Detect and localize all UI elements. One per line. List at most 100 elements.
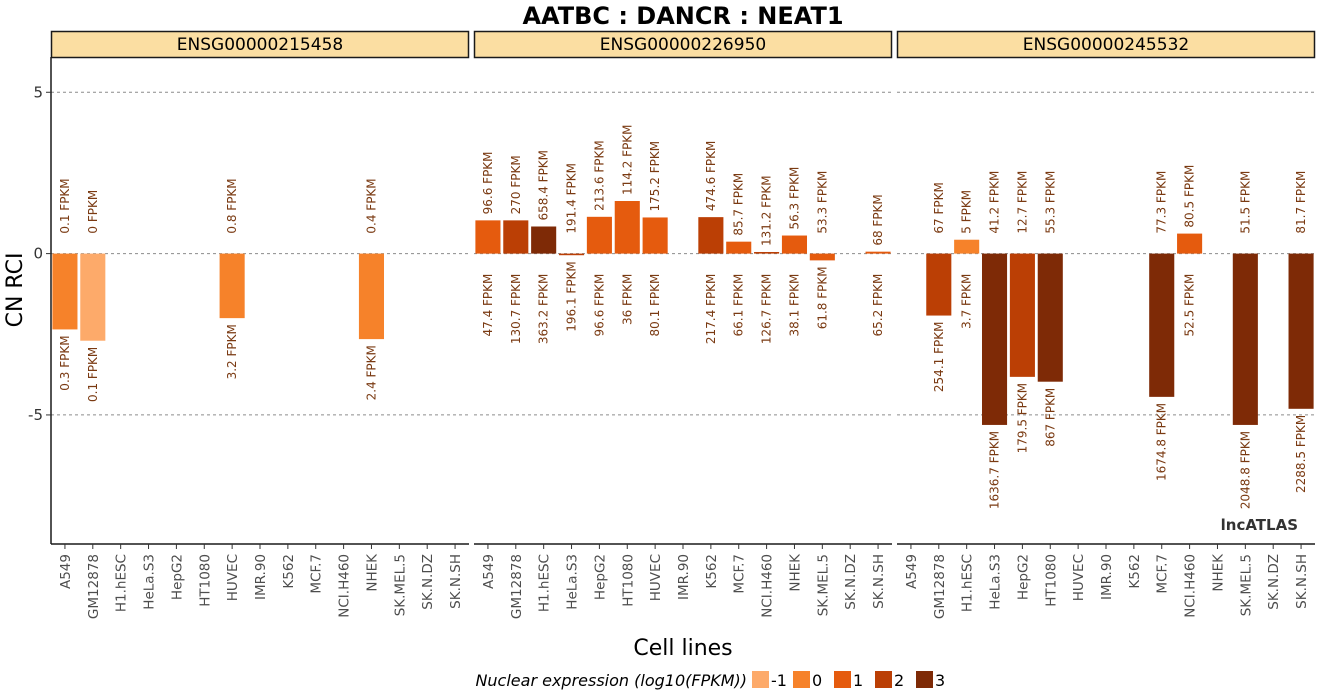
bar bbox=[954, 239, 980, 254]
facet-panel: ENSG00000245532 67 FPKM 254.1 FPKM 5 FPKM 3.… bbox=[896, 30, 1316, 619]
nuclear-fpkm-label: 2.4 FPKM bbox=[364, 345, 378, 400]
legend-key bbox=[834, 671, 851, 688]
x-tick-label: A549 bbox=[481, 554, 497, 589]
y-axis-title: CN RCI bbox=[3, 253, 28, 328]
cytoplasmic-fpkm-label: 0.8 FPKM bbox=[225, 178, 239, 233]
x-tick-label: HepG2 bbox=[169, 554, 185, 600]
cytoplasmic-fpkm-label: 270 FPKM bbox=[509, 155, 523, 214]
nuclear-fpkm-label: 363.2 FPKM bbox=[537, 274, 551, 345]
legend-key-label: 1 bbox=[853, 671, 863, 690]
bar bbox=[926, 253, 952, 316]
bar bbox=[642, 217, 668, 254]
legend-key bbox=[793, 671, 810, 688]
x-tick-label: NHEK bbox=[787, 553, 803, 592]
legend-key-label: 0 bbox=[812, 671, 822, 690]
cytoplasmic-fpkm-label: 80.5 FPKM bbox=[1183, 165, 1197, 228]
x-tick-label: K562 bbox=[1127, 554, 1143, 589]
x-tick-label: GM12878 bbox=[86, 554, 102, 619]
nuclear-fpkm-label: 254.1 FPKM bbox=[932, 322, 946, 393]
facet-strip-label: ENSG00000245532 bbox=[1023, 35, 1189, 55]
legend-key bbox=[916, 671, 933, 688]
chart-title: AATBC : DANCR : NEAT1 bbox=[522, 2, 843, 30]
x-tick-label: NCI.H460 bbox=[337, 554, 353, 618]
x-tick-label: HUVEC bbox=[648, 554, 664, 601]
bar bbox=[1037, 253, 1063, 382]
bar bbox=[586, 216, 612, 254]
cytoplasmic-fpkm-label: 191.4 FPKM bbox=[565, 163, 579, 234]
legend-key bbox=[752, 671, 769, 688]
x-tick-label: HeLa.S3 bbox=[142, 554, 158, 610]
cytoplasmic-fpkm-label: 68 FPKM bbox=[871, 194, 885, 245]
cytoplasmic-fpkm-label: 53.3 FPKM bbox=[815, 171, 829, 234]
nuclear-fpkm-label: 0.3 FPKM bbox=[58, 335, 72, 390]
x-tick-label: SK.N.SH bbox=[448, 554, 464, 609]
cytoplasmic-fpkm-label: 658.4 FPKM bbox=[537, 150, 551, 221]
facet-panels: ENSG00000215458 0.1 FPKM 0.3 FPKM 0 FPKM 0.1… bbox=[50, 30, 1316, 619]
facet-strip bbox=[896, 30, 1316, 59]
x-tick-label: NHEK bbox=[364, 553, 380, 592]
nuclear-fpkm-label: 52.5 FPKM bbox=[1183, 274, 1197, 337]
x-tick-label: HT1080 bbox=[197, 554, 213, 607]
y-axis: 5 0 -5 bbox=[28, 83, 51, 424]
x-tick-label: HUVEC bbox=[1071, 554, 1087, 601]
bar bbox=[754, 251, 780, 254]
x-tick-label: NHEK bbox=[1210, 553, 1226, 592]
nuclear-fpkm-label: 47.4 FPKM bbox=[481, 274, 495, 337]
nuclear-fpkm-label: 867 FPKM bbox=[1043, 388, 1057, 447]
watermark-text: lncATLAS bbox=[1221, 516, 1298, 534]
bar bbox=[219, 253, 245, 319]
bar bbox=[781, 235, 808, 254]
y-tick-label: 0 bbox=[33, 245, 43, 263]
cytoplasmic-fpkm-label: 77.3 FPKM bbox=[1155, 171, 1169, 234]
bar bbox=[726, 241, 752, 254]
facet-strip-label: ENSG00000226950 bbox=[600, 35, 766, 55]
nuclear-fpkm-label: 96.6 FPKM bbox=[592, 274, 606, 337]
x-tick-label: HT1080 bbox=[620, 554, 636, 607]
nuclear-fpkm-label: 61.8 FPKM bbox=[815, 266, 829, 329]
cytoplasmic-fpkm-label: 213.6 FPKM bbox=[592, 140, 606, 211]
cytoplasmic-fpkm-label: 85.7 FPKM bbox=[732, 173, 746, 236]
x-tick-label: SK.N.DZ bbox=[420, 554, 436, 610]
x-tick-label: HeLa.S3 bbox=[988, 554, 1004, 610]
x-tick-label: SK.N.SH bbox=[1294, 554, 1310, 609]
bar bbox=[503, 220, 529, 254]
cytoplasmic-fpkm-label: 474.6 FPKM bbox=[704, 141, 718, 212]
bar bbox=[698, 217, 724, 254]
facet-strip-label: ENSG00000215458 bbox=[177, 35, 343, 55]
cytoplasmic-fpkm-label: 56.3 FPKM bbox=[787, 167, 801, 230]
bar bbox=[475, 220, 501, 254]
x-tick-label: IMR.90 bbox=[676, 554, 692, 600]
bar bbox=[1288, 253, 1314, 409]
facet-strip bbox=[473, 30, 893, 59]
bar bbox=[1232, 253, 1258, 425]
x-tick-label: HepG2 bbox=[592, 554, 608, 600]
x-tick-label: MCF.7 bbox=[309, 554, 325, 594]
legend: Nuclear expression (log10(FPKM)) -1 0 1 2 3 bbox=[475, 671, 945, 690]
legend-title: Nuclear expression (log10(FPKM)) bbox=[475, 671, 747, 690]
bar bbox=[358, 253, 385, 340]
nuclear-fpkm-label: 126.7 FPKM bbox=[760, 274, 774, 345]
nuclear-fpkm-label: 1674.8 FPKM bbox=[1155, 403, 1169, 481]
x-tick-label: GM12878 bbox=[932, 554, 948, 619]
x-axis-title: Cell lines bbox=[633, 636, 732, 661]
x-tick-label: SK.N.DZ bbox=[843, 554, 859, 610]
x-tick-label: A549 bbox=[904, 554, 920, 589]
bar bbox=[1009, 253, 1035, 377]
bar bbox=[80, 253, 106, 341]
facet-panel: ENSG00000215458 0.1 FPKM 0.3 FPKM 0 FPKM 0.1… bbox=[50, 30, 470, 619]
nuclear-fpkm-label: 130.7 FPKM bbox=[509, 274, 523, 345]
x-tick-label: IMR.90 bbox=[253, 554, 269, 600]
nuclear-fpkm-label: 1636.7 FPKM bbox=[988, 431, 1002, 509]
nuclear-fpkm-label: 196.1 FPKM bbox=[565, 261, 579, 332]
x-tick-label: K562 bbox=[704, 554, 720, 589]
x-tick-label: SK.MEL.5 bbox=[1238, 554, 1254, 616]
x-tick-label: SK.MEL.5 bbox=[815, 554, 831, 616]
cytoplasmic-fpkm-label: 0.4 FPKM bbox=[364, 178, 378, 233]
cytoplasmic-fpkm-label: 51.5 FPKM bbox=[1238, 171, 1252, 234]
cytoplasmic-fpkm-label: 131.2 FPKM bbox=[760, 175, 774, 246]
nuclear-fpkm-label: 80.1 FPKM bbox=[648, 274, 662, 337]
bar bbox=[1177, 233, 1203, 254]
legend-key-label: -1 bbox=[771, 671, 787, 690]
nuclear-fpkm-label: 36 FPKM bbox=[620, 274, 634, 325]
